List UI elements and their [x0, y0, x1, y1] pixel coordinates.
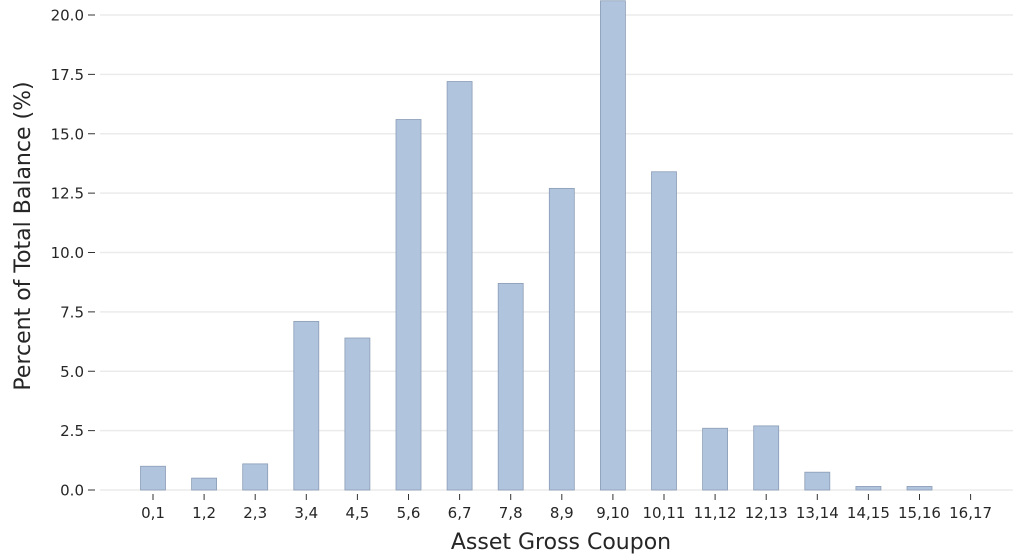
bar	[191, 477, 218, 491]
bar	[395, 119, 422, 491]
x-tick-label: 2,3	[243, 504, 267, 522]
bar	[906, 486, 933, 491]
y-axis-title: Percent of Total Balance (%)	[11, 81, 36, 390]
bar	[651, 171, 677, 491]
x-tick-label: 1,2	[192, 504, 216, 522]
y-tick-label: 12.5	[51, 185, 84, 203]
bar	[140, 465, 166, 491]
y-tick-label: 10.0	[51, 244, 84, 262]
x-axis-ticks: 0,1 1,2 2,3 3,4 4,5 5,6 6,7 7,8 8,9 9,10 10,11 11,1…	[141, 494, 992, 522]
y-tick-label: 5.0	[60, 363, 84, 381]
x-tick-label: 9,10	[596, 504, 629, 522]
y-tick-label: 7.5	[60, 303, 84, 321]
y-tick-label: 2.5	[60, 422, 84, 440]
bar	[600, 0, 626, 491]
x-tick-label: 14,15	[847, 504, 890, 522]
x-tick-label: 13,14	[796, 504, 839, 522]
x-tick-label: 8,9	[550, 504, 574, 522]
x-tick-label: 0,1	[141, 504, 165, 522]
bar	[804, 471, 831, 491]
bar	[242, 463, 269, 491]
bars	[140, 0, 933, 491]
bar	[497, 282, 524, 491]
x-tick-label: 6,7	[448, 504, 472, 522]
y-tick-label: 17.5	[51, 66, 84, 84]
x-tick-label: 7,8	[499, 504, 523, 522]
x-tick-label: 5,6	[397, 504, 421, 522]
x-tick-label: 12,13	[745, 504, 788, 522]
x-tick-label: 16,17	[949, 504, 992, 522]
x-tick-label: 3,4	[294, 504, 318, 522]
x-tick-label: 11,12	[694, 504, 737, 522]
y-tick-label: 0.0	[60, 482, 84, 500]
bar	[855, 486, 882, 491]
x-tick-label: 4,5	[345, 504, 369, 522]
bar	[446, 81, 473, 491]
bar	[753, 425, 780, 491]
bar	[548, 187, 575, 491]
y-tick-label: 20.0	[51, 7, 84, 25]
x-tick-label: 15,16	[898, 504, 941, 522]
x-tick-label: 10,11	[643, 504, 686, 522]
y-axis-ticks: 0.0 2.5 5.0 7.5 10.0 12.5 15.0 17.5 20.0	[51, 7, 95, 500]
bar	[344, 337, 371, 491]
bar	[702, 427, 728, 491]
y-tick-label: 15.0	[51, 125, 84, 143]
x-axis-title: Asset Gross Coupon	[451, 530, 671, 554]
bar	[293, 320, 320, 491]
